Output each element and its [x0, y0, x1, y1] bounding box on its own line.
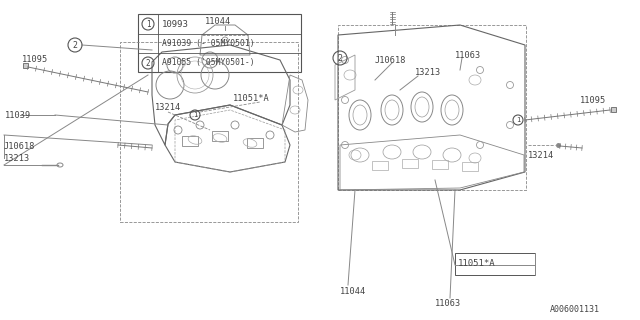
Text: 11039: 11039 — [5, 110, 31, 119]
Bar — [455, 253, 535, 275]
Text: A91039 (-'05MY0501): A91039 (-'05MY0501) — [162, 38, 255, 47]
Text: 11095: 11095 — [22, 54, 48, 63]
Text: 1: 1 — [146, 20, 150, 28]
Text: 13213: 13213 — [4, 154, 30, 163]
Bar — [138, 14, 301, 72]
Bar — [212, 131, 228, 141]
Bar — [462, 162, 478, 171]
Text: 1: 1 — [516, 117, 520, 123]
Text: 10993: 10993 — [162, 20, 189, 28]
Text: A006001131: A006001131 — [550, 306, 600, 315]
Text: 2: 2 — [337, 53, 342, 62]
Bar — [338, 25, 526, 190]
Text: 11044: 11044 — [205, 17, 231, 26]
Bar — [22, 62, 28, 68]
Text: 13214: 13214 — [528, 150, 554, 159]
Text: 1: 1 — [193, 112, 197, 118]
Text: 13213: 13213 — [415, 68, 441, 76]
Bar — [247, 138, 263, 148]
Bar — [611, 107, 616, 111]
Text: 11051*A: 11051*A — [233, 93, 269, 102]
Text: A91055 ('05MY0501-): A91055 ('05MY0501-) — [162, 58, 255, 67]
Text: 11063: 11063 — [455, 51, 481, 60]
Text: 11095: 11095 — [580, 95, 606, 105]
Text: 11051*A: 11051*A — [458, 259, 495, 268]
Text: 11044: 11044 — [340, 287, 366, 297]
Text: J10618: J10618 — [375, 55, 406, 65]
Bar — [182, 136, 198, 146]
Text: 11063: 11063 — [435, 300, 461, 308]
Bar — [432, 160, 448, 169]
Bar — [372, 161, 388, 170]
Text: 2: 2 — [72, 41, 77, 50]
Text: J10618: J10618 — [4, 141, 35, 150]
Bar — [120, 42, 298, 222]
Bar — [402, 159, 418, 168]
Text: 2: 2 — [146, 59, 150, 68]
Text: 13214: 13214 — [155, 102, 181, 111]
